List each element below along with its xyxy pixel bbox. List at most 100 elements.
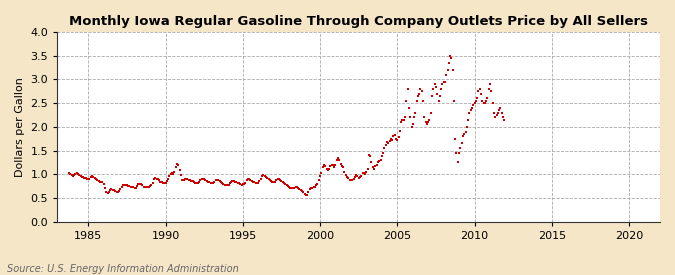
- Point: [70, 172, 81, 176]
- Point: [88, 175, 99, 179]
- Point: [353, 175, 364, 180]
- Point: [63, 171, 74, 175]
- Point: [354, 174, 365, 179]
- Point: [337, 164, 348, 168]
- Point: [427, 94, 437, 98]
- Point: [344, 178, 355, 182]
- Point: [315, 174, 325, 178]
- Point: [271, 178, 281, 182]
- Point: [370, 164, 381, 168]
- Point: [451, 151, 462, 155]
- Point: [141, 185, 152, 189]
- Point: [78, 175, 88, 179]
- Point: [265, 178, 275, 183]
- Point: [422, 122, 433, 127]
- Point: [380, 143, 391, 147]
- Point: [68, 174, 78, 178]
- Point: [240, 181, 251, 185]
- Point: [327, 163, 338, 167]
- Point: [160, 181, 171, 185]
- Point: [93, 179, 104, 183]
- Point: [435, 94, 446, 98]
- Point: [300, 192, 311, 197]
- Point: [449, 98, 460, 103]
- Point: [173, 163, 184, 167]
- Point: [497, 115, 508, 120]
- Point: [416, 89, 427, 94]
- Point: [177, 178, 188, 182]
- Point: [316, 171, 327, 175]
- Point: [387, 138, 398, 142]
- Point: [153, 177, 163, 182]
- Point: [232, 181, 243, 185]
- Point: [69, 173, 80, 177]
- Point: [330, 163, 341, 167]
- Point: [482, 96, 493, 101]
- Point: [268, 180, 279, 185]
- Point: [275, 178, 286, 182]
- Point: [80, 176, 91, 180]
- Point: [357, 171, 368, 175]
- Point: [450, 136, 460, 141]
- Point: [218, 182, 229, 186]
- Point: [221, 183, 232, 187]
- Point: [366, 160, 377, 165]
- Point: [148, 177, 159, 181]
- Point: [238, 182, 248, 186]
- Point: [292, 185, 302, 189]
- Point: [493, 108, 504, 112]
- Point: [151, 176, 162, 181]
- Point: [437, 82, 448, 86]
- Point: [348, 177, 359, 181]
- Point: [103, 190, 114, 194]
- Point: [213, 178, 223, 183]
- Point: [201, 179, 212, 184]
- Point: [369, 166, 379, 171]
- Point: [298, 190, 308, 194]
- Point: [144, 183, 155, 188]
- Point: [234, 181, 244, 186]
- Text: Source: U.S. Energy Information Administration: Source: U.S. Energy Information Administ…: [7, 264, 238, 274]
- Point: [475, 87, 485, 91]
- Point: [452, 160, 463, 165]
- Point: [490, 115, 501, 120]
- Point: [167, 171, 178, 175]
- Point: [165, 172, 176, 177]
- Point: [176, 173, 186, 177]
- Point: [236, 183, 247, 187]
- Point: [445, 53, 456, 58]
- Point: [129, 186, 140, 190]
- Point: [460, 129, 471, 134]
- Point: [356, 174, 367, 178]
- Point: [262, 175, 273, 180]
- Point: [326, 163, 337, 167]
- Point: [136, 182, 146, 186]
- Point: [72, 172, 83, 177]
- Point: [130, 185, 141, 190]
- Point: [198, 177, 209, 182]
- Point: [109, 188, 119, 192]
- Point: [82, 177, 92, 181]
- Point: [308, 185, 319, 189]
- Point: [394, 128, 405, 133]
- Point: [462, 117, 473, 122]
- Point: [150, 176, 161, 180]
- Point: [143, 185, 154, 189]
- Point: [200, 178, 211, 183]
- Point: [205, 181, 216, 186]
- Point: [117, 183, 128, 187]
- Point: [288, 185, 298, 190]
- Point: [280, 182, 291, 186]
- Point: [99, 185, 110, 190]
- Point: [446, 56, 457, 60]
- Point: [163, 176, 173, 181]
- Point: [102, 191, 113, 196]
- Point: [123, 183, 134, 188]
- Point: [238, 182, 249, 186]
- Point: [83, 177, 94, 182]
- Point: [487, 101, 498, 105]
- Point: [358, 171, 369, 175]
- Point: [259, 174, 270, 178]
- Point: [418, 98, 429, 103]
- Point: [361, 170, 372, 174]
